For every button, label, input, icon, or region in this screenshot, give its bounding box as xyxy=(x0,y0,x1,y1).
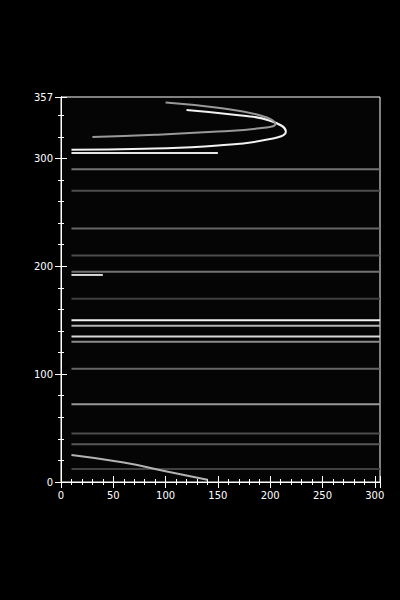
svg-text:0: 0 xyxy=(58,490,64,501)
svg-text:50: 50 xyxy=(107,490,120,501)
svg-text:100: 100 xyxy=(34,369,53,380)
svg-text:300: 300 xyxy=(34,153,53,164)
svg-text:300: 300 xyxy=(365,490,384,501)
svg-text:357: 357 xyxy=(34,92,53,103)
svg-text:200: 200 xyxy=(34,261,53,272)
svg-text:250: 250 xyxy=(313,490,332,501)
svg-text:200: 200 xyxy=(261,490,280,501)
svg-text:150: 150 xyxy=(208,490,227,501)
svg-text:100: 100 xyxy=(156,490,175,501)
svg-text:0: 0 xyxy=(47,477,53,488)
